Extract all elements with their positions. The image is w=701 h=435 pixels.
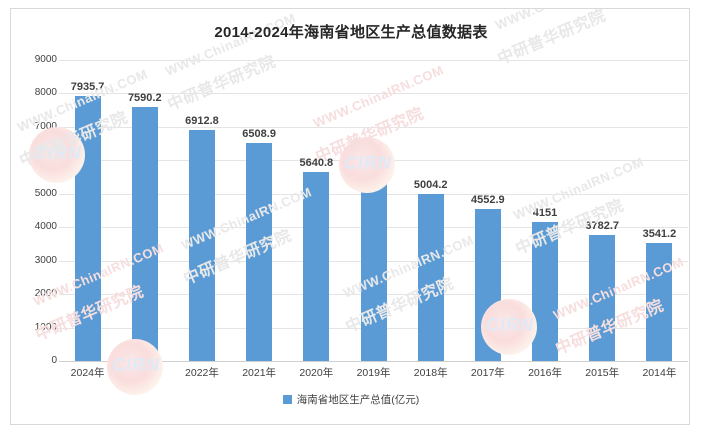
bar-value-label: 5442.1 [356,164,391,176]
x-axis-tick-label: 2016年 [528,367,562,379]
bar[interactable] [74,95,101,361]
bar[interactable] [532,222,559,361]
bar-value-label: 3782.7 [585,219,620,232]
bar[interactable] [417,193,444,361]
bar[interactable] [589,234,616,361]
bar[interactable] [188,129,215,361]
x-axis-tick-label: 2020年 [299,367,334,379]
y-axis-tick-label: 0 [51,355,57,366]
legend-label: 海南省地区生产总值(亿元) [296,394,420,406]
bar[interactable] [646,242,673,361]
legend-item[interactable]: 海南省地区生产总值(亿元) [282,392,420,407]
bar-value-label: 3541.2 [642,227,677,240]
bar-value-label: 7590.2 [127,92,162,105]
y-axis-tick-label: 5000 [34,187,57,199]
bar-value-label: 5004.2 [413,178,448,191]
bar[interactable] [246,143,273,361]
y-axis-tick-label: 6000 [34,154,57,166]
chart-container: CIRN CIRN CIRN CIRN WWW.ChinaIRN.COM 中研普… [10,8,690,425]
bar-value-label: 6912.8 [185,114,219,127]
x-axis-tick-label: 2019年 [356,367,391,379]
y-axis-tick-label: 2000 [34,288,57,300]
x-axis-tick-label: 2015年 [585,367,620,379]
x-axis-tick-label: 2021年 [242,367,277,379]
bar-value-label: 4552.9 [471,193,505,206]
bar[interactable] [360,179,387,361]
bar[interactable] [474,208,501,361]
bar-value-label: 7935.7 [70,80,105,93]
x-axis-tick-label: 2024年 [70,367,105,379]
bar[interactable] [131,107,158,361]
x-axis-tick-label: 2014年 [642,367,677,379]
gridline [59,126,688,128]
y-axis-tick-label: 1000 [34,321,57,333]
x-axis-tick-label: 2022年 [185,367,219,379]
bar[interactable] [303,172,330,361]
legend-color-swatch [282,395,292,404]
y-axis-tick-label: 3000 [34,254,57,266]
x-axis-tick-label: 2018年 [413,367,448,379]
x-axis-line [59,361,688,362]
bar-value-label: 5640.8 [299,157,334,170]
y-axis-tick-label: 9000 [34,54,57,65]
chart-title: 2014-2024年海南省地区生产总值数据表 [214,24,488,41]
bar-value-label: 4151 [532,207,558,220]
chart-legend: 海南省地区生产总值(亿元) [11,392,689,407]
plot-area: 9000 8000 7000 6000 5000 4000 3000 2000 1000 0 79… [11,9,689,424]
x-axis-tick-label: 2017年 [470,367,505,379]
gridline [59,60,688,61]
gridline [59,93,688,95]
y-axis-tick-label: 7000 [34,120,57,132]
y-axis-tick-label: 4000 [34,221,57,233]
bar-value-label: 6508.9 [242,128,276,141]
y-axis-tick-label: 8000 [34,87,57,99]
